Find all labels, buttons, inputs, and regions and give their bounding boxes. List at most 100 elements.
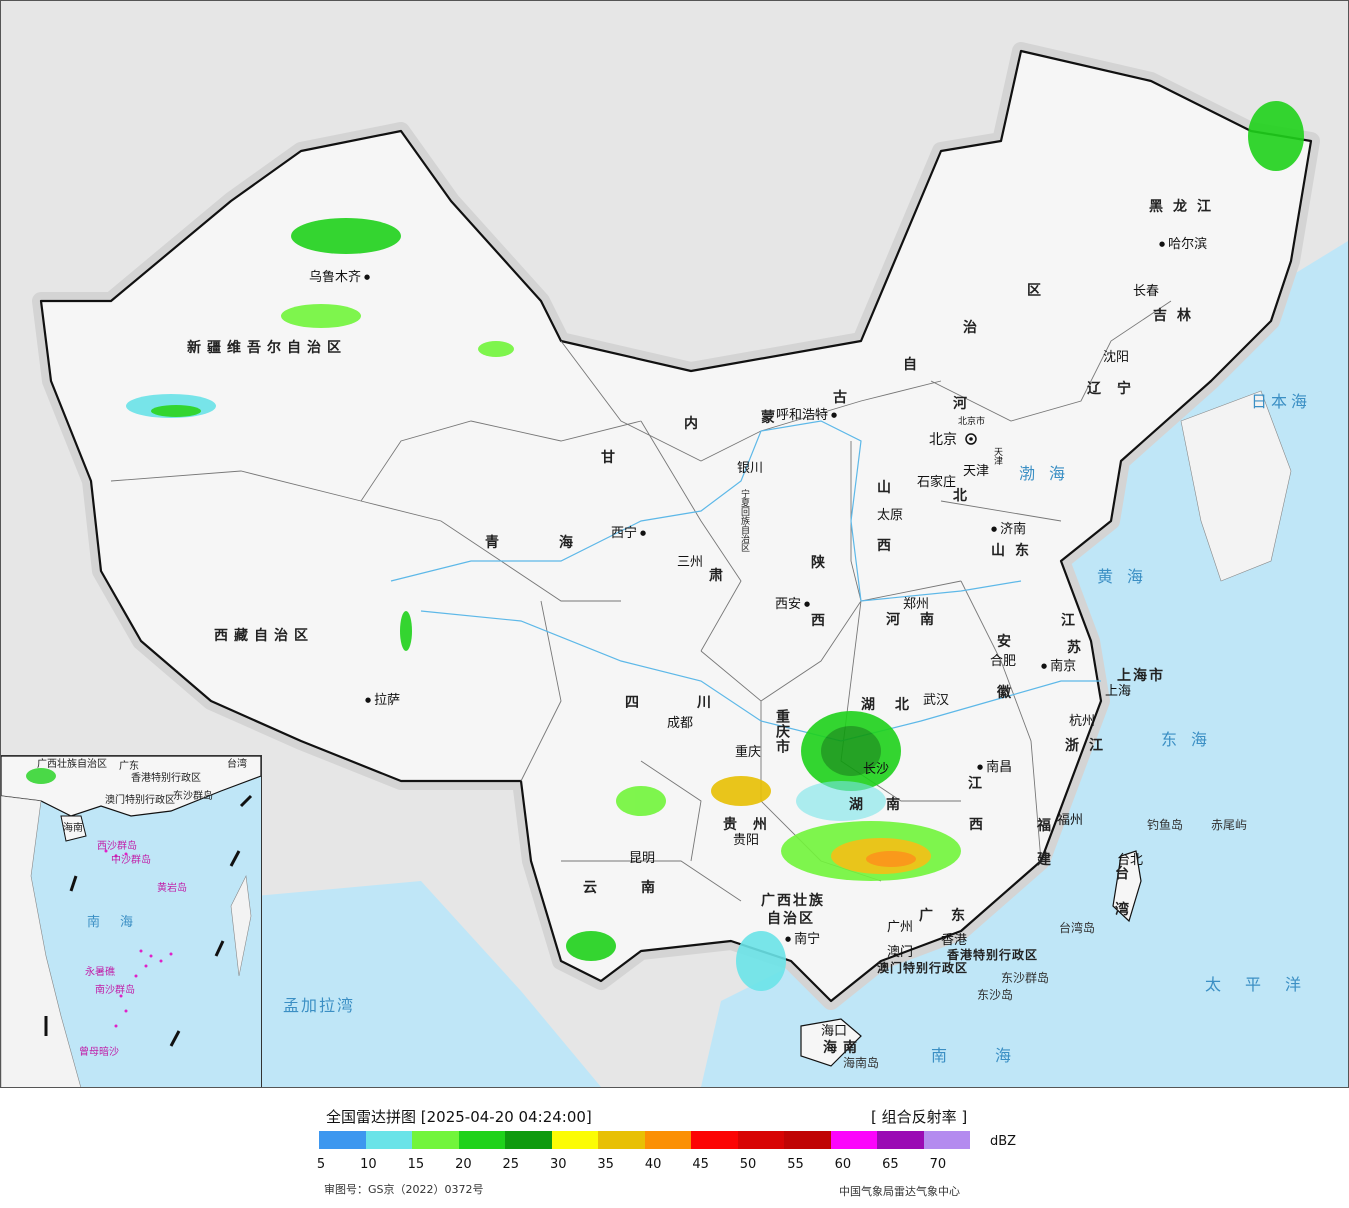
legend-tick-label: 25: [502, 1157, 520, 1172]
city-urumqi: 乌鲁木齐: [309, 271, 370, 284]
city-hangzhou: 杭州: [1069, 714, 1096, 729]
inset-guangdong: 广东: [119, 761, 139, 772]
legend-tick-label: 15: [407, 1157, 425, 1172]
city-jinan: 济南: [991, 523, 1026, 536]
region-ningxia: 宁夏回族自治区: [739, 489, 749, 552]
city-hefei: 合肥: [990, 654, 1017, 669]
south-china-sea-inset: 广西壮族自治区 广东 台湾 香港特别行政区 澳门特别行政区 东沙群岛 海南 西沙…: [1, 755, 262, 1087]
city-lhasa: 拉萨: [365, 694, 400, 707]
province-chongqing: 重庆市: [774, 709, 790, 754]
city-changsha: 长沙: [863, 762, 890, 777]
legend-swatch: [365, 1131, 412, 1149]
province-neimeng-1: 内: [684, 416, 708, 432]
region-hongkong: 香港特别行政区: [947, 948, 1039, 962]
province-shanxi-1: 山: [877, 480, 901, 496]
city-taibei: 台北: [1117, 853, 1144, 868]
legend-swatch: [784, 1131, 831, 1149]
province-shanghai: 上海市: [1117, 668, 1165, 684]
ocean-east: [701, 261, 1348, 1087]
legend-tick-label: 20: [455, 1157, 472, 1172]
province-guizhou: 贵州: [723, 817, 783, 833]
city-changchun: 长春: [1133, 284, 1160, 299]
radar-echoes: [126, 101, 1304, 991]
province-henan: 河南: [886, 612, 954, 628]
city-nanchang: 南昌: [977, 761, 1012, 774]
province-qinghai-2: 海: [559, 535, 583, 551]
province-yunnan-1: 云: [583, 880, 607, 896]
legend-swatch: [644, 1131, 691, 1149]
city-fuzhou: 福州: [1057, 813, 1084, 828]
province-xizang: 西藏自治区: [214, 628, 314, 644]
island-hainan: 海南岛: [843, 1056, 880, 1070]
city-lanzhou: 三州: [677, 555, 704, 570]
sea-bohai: 渤海: [1019, 464, 1080, 483]
legend-swatch: [877, 1131, 924, 1149]
city-shenyang: 沈阳: [1103, 350, 1130, 365]
legend-swatch: [319, 1131, 366, 1149]
inset-dongsha: 东沙群岛: [173, 791, 213, 802]
city-xian: 西安: [775, 598, 810, 611]
city-shanghai: 上海: [1105, 684, 1132, 699]
province-hebei-1: 河: [953, 396, 977, 412]
approval-number: 审图号：GS京（2022）0372号: [324, 1183, 484, 1196]
city-guiyang: 贵阳: [733, 833, 760, 848]
province-guangdong: 广东: [919, 908, 983, 924]
sea-donghai: 东海: [1161, 730, 1222, 749]
province-anhui-1: 安: [997, 634, 1021, 650]
city-macau: 澳门: [887, 945, 914, 960]
legend-tick-label: 70: [929, 1157, 947, 1172]
inset-canvas: [1, 756, 261, 1087]
city-hongkong: 香港: [941, 933, 968, 948]
city-guangzhou: 广州: [887, 920, 914, 935]
province-jiangsu-1: 江: [1061, 613, 1085, 629]
city-zhengzhou: 郑州: [903, 597, 930, 612]
province-shaanxi-1: 陕: [811, 555, 835, 571]
city-yinchuan: 银川: [737, 461, 764, 476]
legend-swatch: [737, 1131, 784, 1149]
korea: [1180, 390, 1292, 582]
legend-tick-label: 5: [316, 1157, 326, 1172]
legend-tick-label: 35: [597, 1157, 614, 1172]
province-taiwan-1: 台: [1115, 866, 1139, 882]
legend-tick-label: 45: [692, 1157, 709, 1172]
sea-japan: 日本海: [1251, 392, 1312, 411]
legend-tick-label: 40: [644, 1157, 662, 1172]
province-neimeng-2: 蒙: [761, 410, 785, 426]
legend-swatch: [458, 1131, 505, 1149]
inset-xisha: 西沙群岛: [97, 841, 137, 852]
province-fujian-1: 福: [1037, 818, 1061, 834]
inset-taiwan: 台湾: [227, 759, 247, 770]
inset-zhongsha: 中沙群岛: [111, 855, 151, 866]
province-zhejiang: 浙江: [1065, 738, 1113, 754]
city-xining: 西宁: [611, 527, 646, 540]
city-nanning: 南宁: [785, 933, 820, 946]
province-neimeng-4: 自: [903, 357, 927, 373]
province-hunan-1: 湖: [849, 797, 873, 813]
label-tianjin-province: 天津: [992, 447, 1002, 465]
province-anhui-2: 徽: [997, 685, 1021, 701]
legend-colorbar: [319, 1131, 970, 1149]
island-taiwan: 台湾岛: [1059, 921, 1096, 935]
legend-tick-label: 50: [739, 1157, 757, 1172]
inset-hainan: 海南: [63, 823, 83, 834]
island-chiwei: 赤尾屿: [1211, 818, 1248, 832]
city-wuhan: 武汉: [923, 693, 950, 708]
legend-swatch: [598, 1131, 645, 1149]
legend-unit: dBZ: [990, 1134, 1017, 1149]
legend-swatch: [551, 1131, 598, 1149]
province-hunan-2: 南: [886, 797, 910, 813]
province-hainan: 海南: [823, 1040, 863, 1056]
province-shaanxi-2: 西: [811, 613, 835, 629]
island-dongsha-qundao: 东沙群岛: [1001, 971, 1050, 985]
province-jiangsu-2: 苏: [1067, 640, 1091, 656]
province-jiangxi-1: 江: [968, 776, 992, 792]
island-dongsha: 东沙岛: [977, 988, 1014, 1002]
city-taiyuan: 太原: [877, 508, 904, 523]
province-neimeng-6: 区: [1027, 283, 1051, 299]
province-fujian-2: 建: [1037, 852, 1061, 868]
city-chongqing: 重庆: [735, 745, 762, 760]
inset-sea: 南海: [87, 915, 154, 930]
legend-swatch: [830, 1131, 877, 1149]
hainan-island: [800, 1018, 862, 1067]
inset-yongshu: 永暑礁: [85, 967, 115, 978]
